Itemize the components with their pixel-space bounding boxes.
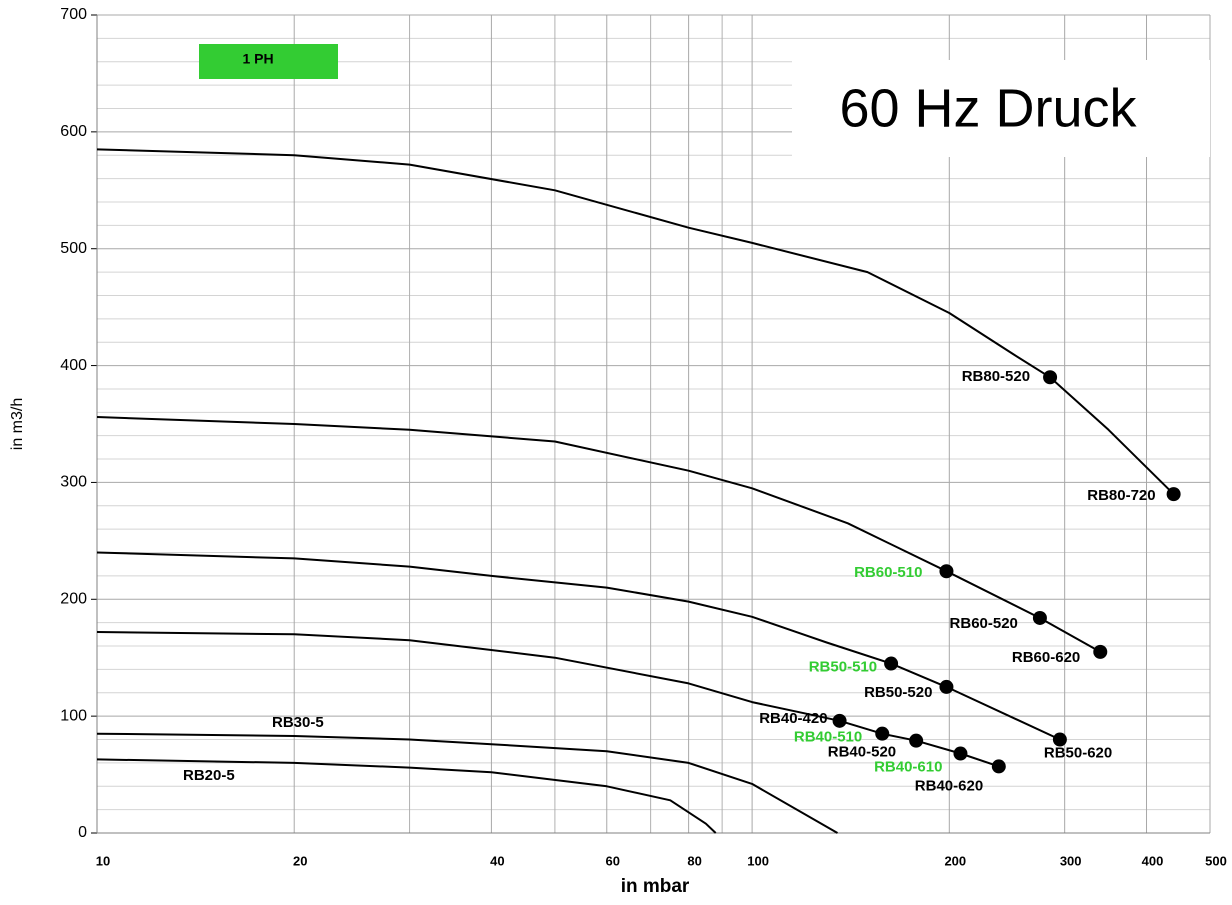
- marker: [1093, 644, 1108, 659]
- x-tick-label: 10: [96, 853, 110, 868]
- x-tick-label: 20: [293, 853, 307, 868]
- y-tick-label: 300: [60, 474, 87, 491]
- x-tick-label: 500: [1205, 853, 1227, 868]
- curve: [96, 551, 1061, 741]
- marker: [1052, 732, 1067, 747]
- point-label: RB40-520: [828, 744, 896, 761]
- y-tick-label: 600: [60, 123, 87, 140]
- marker: [832, 713, 847, 728]
- point-label: RB40-420: [759, 710, 827, 727]
- curve: [96, 416, 1101, 653]
- y-tick-label: 500: [60, 240, 87, 257]
- point-label: RB40-620: [915, 777, 983, 794]
- y-axis-label: in m3/h: [9, 398, 26, 450]
- series-label: RB30-5: [272, 714, 324, 731]
- badge-label: 1 PH: [242, 51, 273, 67]
- point-label: RB40-510: [794, 729, 862, 746]
- point-label: RB40-610: [874, 759, 942, 776]
- marker: [884, 656, 899, 671]
- marker: [1043, 370, 1058, 385]
- series-label: RB20-5: [183, 767, 235, 784]
- marker: [875, 726, 890, 741]
- marker: [1032, 610, 1047, 625]
- x-axis-label: in mbar: [621, 876, 690, 897]
- point-label: RB60-520: [950, 615, 1018, 632]
- marker: [1166, 487, 1181, 502]
- badge-box: [199, 44, 338, 79]
- point-label: RB60-620: [1012, 649, 1080, 666]
- curve: [96, 631, 1000, 768]
- x-tick-label: 200: [944, 853, 966, 868]
- marker: [939, 564, 954, 579]
- y-tick-label: 100: [60, 707, 87, 724]
- x-tick-label: 80: [687, 853, 701, 868]
- point-label: RB50-620: [1044, 744, 1112, 761]
- x-tick-label: 300: [1060, 853, 1082, 868]
- point-label: RB80-720: [1087, 487, 1155, 504]
- marker: [909, 733, 924, 748]
- point-label: RB80-520: [962, 368, 1030, 385]
- y-tick-label: 0: [78, 824, 87, 841]
- y-tick-label: 400: [60, 357, 87, 374]
- plot: RB80-520 RB80-720 RB60-510 RB60-520 RB60-620…: [96, 148, 1181, 834]
- curve: [96, 758, 717, 834]
- chart-title: 60 Hz Druck: [839, 78, 1137, 138]
- x-tick-label: 40: [490, 853, 504, 868]
- point-label: RB50-520: [864, 684, 932, 701]
- marker: [939, 679, 954, 694]
- point-label: RB50-510: [809, 659, 877, 676]
- x-tick-label: 400: [1142, 853, 1164, 868]
- marker: [953, 746, 968, 761]
- x-tick-label: 60: [606, 853, 620, 868]
- marker: [991, 759, 1006, 774]
- curve: [96, 732, 838, 834]
- title-box: [792, 60, 1210, 157]
- y-tick-label: 700: [60, 6, 87, 23]
- x-tick-label: 100: [747, 853, 769, 868]
- y-tick-label: 200: [60, 591, 87, 608]
- point-label: RB60-510: [854, 564, 922, 581]
- curve: [96, 148, 1175, 495]
